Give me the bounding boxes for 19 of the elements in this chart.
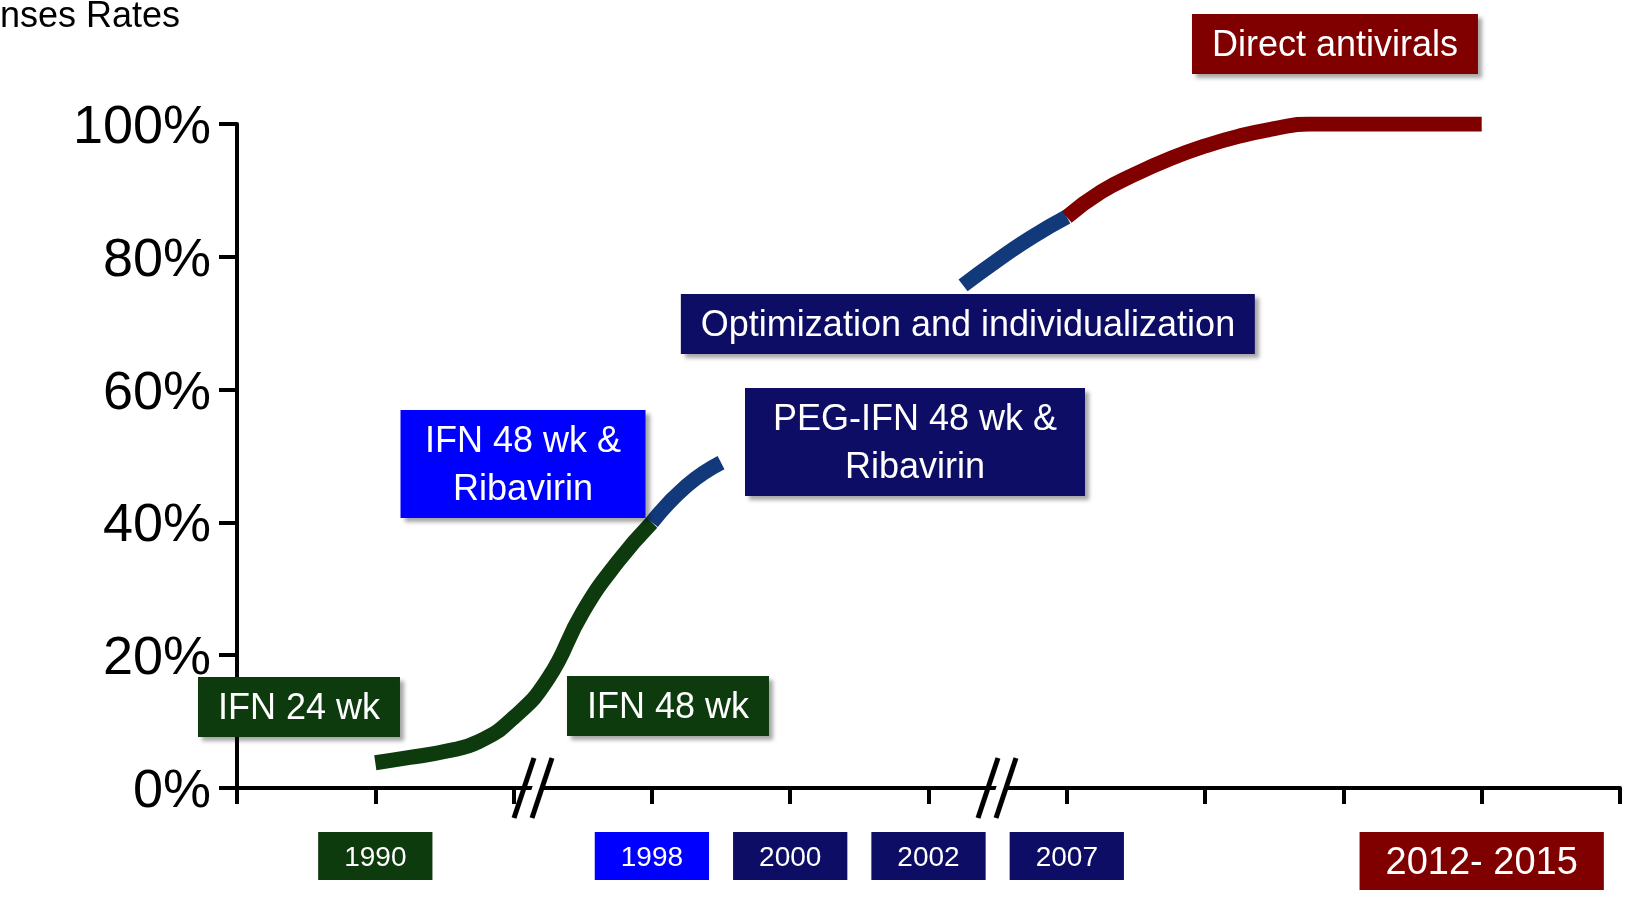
x-tick-label: 2000	[759, 840, 822, 872]
annotation: PEG-IFN 48 wk & Ribavirin	[745, 388, 1085, 496]
annotation: IFN 48 wk & Ribavirin	[400, 410, 646, 518]
y-tick-label: 40%	[102, 492, 211, 553]
annotation: IFN 24 wk	[217, 686, 381, 727]
x-tick-label: 2002	[897, 840, 960, 872]
x-tick-label: 1998	[620, 840, 684, 872]
y-tick-label: 100%	[72, 94, 211, 154]
y-tick-label: 80%	[102, 226, 211, 287]
y-tick-label: 60%	[102, 359, 211, 420]
x-tick-label: 1990	[344, 840, 407, 872]
y-tick-label: 0%	[132, 758, 211, 818]
annotation: IFN 48 wk	[566, 676, 770, 736]
x-tick-label: 2012- 2015	[1385, 840, 1578, 882]
y-tick-label: 20%	[102, 625, 211, 686]
y-axis-title: nses Rates	[0, 0, 181, 36]
x-tick-label: 2007	[1035, 840, 1098, 872]
annotation: Optimization and individualization	[680, 294, 1256, 354]
text: Direct antivirals	[1191, 14, 1479, 74]
